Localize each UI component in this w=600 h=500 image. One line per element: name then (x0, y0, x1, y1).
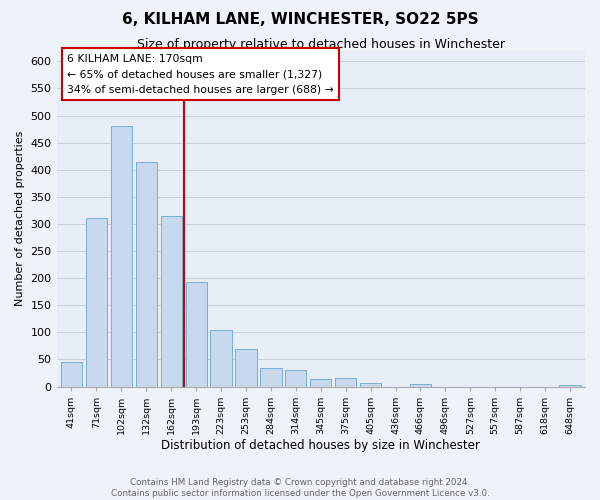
Bar (111, 126, 132, 386)
Text: 6, KILHAM LANE, WINCHESTER, SO22 5PS: 6, KILHAM LANE, WINCHESTER, SO22 5PS (122, 12, 478, 28)
Y-axis label: Number of detached properties: Number of detached properties (15, 131, 25, 306)
Bar (161, 216, 182, 386)
Bar (335, 378, 356, 386)
Bar (285, 370, 307, 386)
Text: Contains HM Land Registry data © Crown copyright and database right 2024.
Contai: Contains HM Land Registry data © Crown c… (110, 478, 490, 498)
Title: Size of property relative to detached houses in Winchester: Size of property relative to detached ho… (137, 38, 505, 51)
Bar (410, 384, 431, 386)
Text: 6 KILHAM LANE: 170sqm
← 65% of detached houses are smaller (1,327)
34% of semi-d: 6 KILHAM LANE: 170sqm ← 65% of detached … (67, 54, 334, 95)
Bar (211, 330, 232, 386)
Bar (86, 218, 107, 386)
Bar (61, 362, 82, 386)
Bar (260, 368, 281, 386)
Bar (310, 379, 331, 386)
X-axis label: Distribution of detached houses by size in Winchester: Distribution of detached houses by size … (161, 440, 480, 452)
Bar (185, 282, 207, 387)
Bar (136, 162, 157, 386)
Bar (360, 384, 381, 386)
Bar (235, 349, 257, 387)
